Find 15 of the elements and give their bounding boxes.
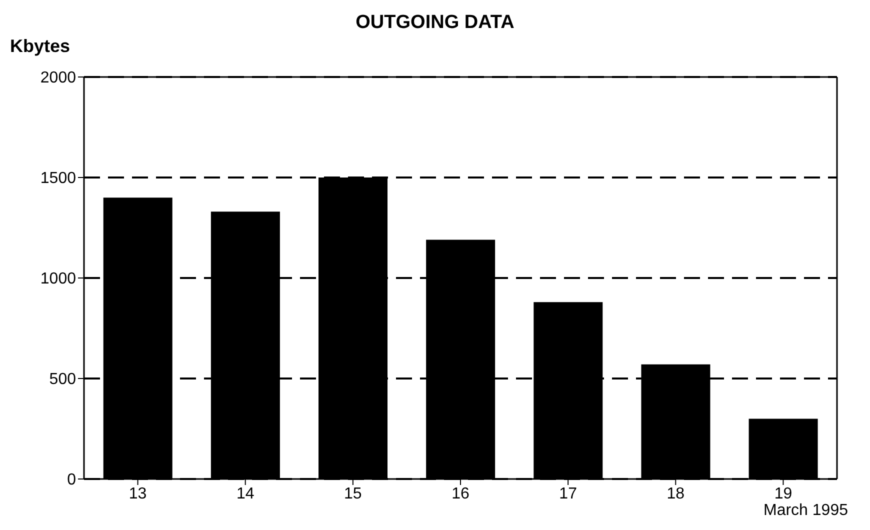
x-tick-label: 13 (128, 485, 147, 502)
x-tick-label: 16 (452, 485, 470, 502)
y-tick-label: 0 (67, 472, 76, 489)
y-tick-label: 1500 (40, 170, 76, 188)
x-tick-label: 19 (774, 485, 792, 502)
x-tick-label: 17 (559, 485, 578, 502)
y-tick-label: 1000 (40, 270, 76, 288)
y-tick-label: 500 (49, 371, 76, 388)
x-tick-label: 14 (236, 485, 254, 502)
chart-title: OUTGOING DATA (354, 12, 516, 34)
y-axis-title: Kbytes (10, 36, 70, 57)
x-tick-label: 18 (666, 485, 685, 502)
y-tick-label: 2000 (40, 70, 76, 87)
text: March 1995 (764, 502, 848, 520)
x-tick-label: 15 (344, 485, 362, 502)
